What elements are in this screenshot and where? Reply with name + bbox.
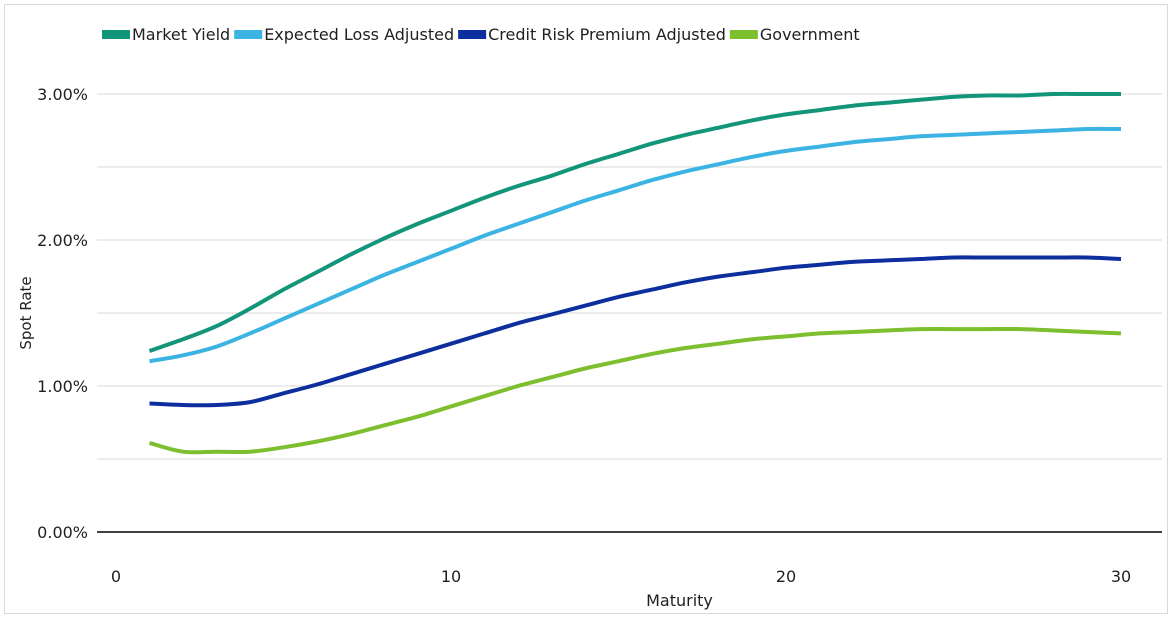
legend-label: Credit Risk Premium Adjusted — [488, 25, 726, 44]
series-line-government — [148, 326, 1122, 455]
x-axis-label: Maturity — [646, 591, 713, 610]
gridlines — [97, 93, 1162, 533]
legend-label: Market Yield — [132, 25, 230, 44]
x-tick-label: 30 — [1111, 567, 1131, 586]
legend-swatch — [234, 30, 263, 39]
x-tick-label: 0 — [111, 567, 121, 586]
legend: Market Yield Expected Loss Adjusted Credit… — [102, 25, 860, 44]
series-line-expected-loss-adjusted — [149, 126, 1122, 364]
y-axis-label: Spot Rate — [17, 276, 35, 349]
legend-item: Market Yield — [102, 25, 230, 44]
chart-frame — [4, 4, 1168, 614]
x-tick-label: 10 — [441, 567, 461, 586]
x-axis-tick-labels: 0 10 20 30 — [111, 567, 1131, 586]
x-tick-label: 20 — [776, 567, 796, 586]
series-line-credit-risk-premium-adjusted — [149, 255, 1122, 408]
y-axis-tick-labels: 0.00% 1.00% 2.00% 3.00% — [37, 85, 88, 542]
legend-item: Credit Risk Premium Adjusted — [458, 25, 726, 44]
y-tick-label: 1.00% — [37, 377, 88, 396]
legend-swatch — [729, 30, 758, 39]
legend-item: Government — [729, 25, 860, 44]
y-tick-label: 3.00% — [37, 85, 88, 104]
series-line-market-yield — [148, 91, 1121, 353]
legend-item: Expected Loss Adjusted — [234, 25, 454, 44]
y-tick-label: 0.00% — [37, 523, 88, 542]
legend-swatch — [102, 30, 130, 39]
series-lines — [148, 91, 1122, 455]
legend-label: Government — [760, 25, 860, 44]
y-tick-label: 2.00% — [37, 231, 88, 250]
legend-label: Expected Loss Adjusted — [264, 25, 454, 44]
legend-swatch — [458, 30, 487, 39]
